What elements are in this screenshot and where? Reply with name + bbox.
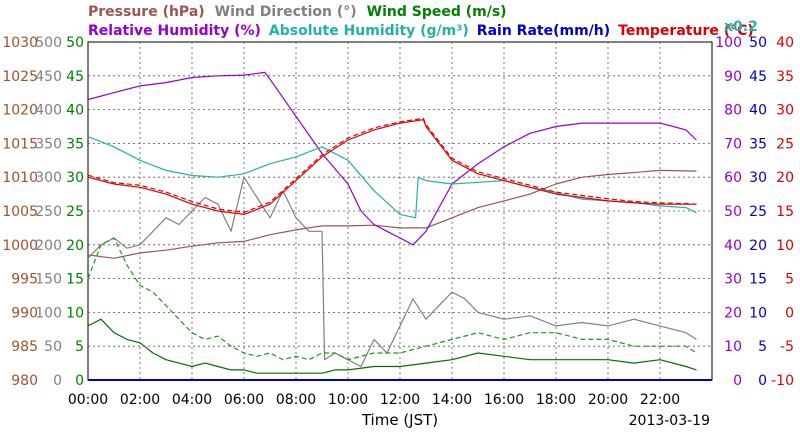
y-tick-label-wind-speed: 20 — [66, 238, 84, 254]
x-tick-label: 00:00 — [68, 392, 108, 408]
y-tick-label-wind-direction: 450 — [35, 69, 62, 85]
x-tick-label: 08:00 — [276, 392, 316, 408]
y-tick-label-wind-speed: 5 — [75, 339, 84, 355]
y-tick-label-temperature: 15 — [776, 204, 794, 220]
series-line-wind-speed-m-s-max — [87, 237, 697, 361]
y-tick-label-relative-humidity: 50 — [724, 204, 742, 220]
y-tick-label-relative-humidity: 10 — [724, 339, 742, 355]
legend-wind-speed: Wind Speed (m/s) — [367, 4, 507, 20]
y-tick-label-pressure: 1005 — [2, 204, 38, 220]
y-tick-label-relative-humidity: 0 — [733, 373, 742, 389]
x-tick-label: 12:00 — [380, 392, 420, 408]
y-tick-label-wind-speed: 15 — [66, 272, 84, 288]
y-tick-label-pressure: 1030 — [2, 35, 38, 51]
series-line-wind-direction — [87, 176, 697, 368]
y-tick-label-wind-direction: 0 — [53, 373, 62, 389]
x-axis-label: Time (JST) — [361, 411, 438, 429]
x-tick-label: 02:00 — [120, 392, 160, 408]
x-tick-label: 10:00 — [328, 392, 368, 408]
legend-pressure: Pressure (hPa) — [88, 4, 205, 20]
y-tick-label-wind-speed: 30 — [66, 170, 84, 186]
y-tick-label-pressure: 985 — [11, 339, 38, 355]
x-tick-label: 16:00 — [484, 392, 524, 408]
y-tick-label-wind-speed: 10 — [66, 305, 84, 321]
y-tick-label-pressure: 995 — [11, 272, 38, 288]
y-tick-label-rain-rate: 25 — [749, 204, 767, 220]
y-tick-label-wind-direction: 250 — [35, 204, 62, 220]
series-line-wind-speed-m-s-avg — [87, 318, 697, 374]
series-line-temperature-c-thin — [87, 119, 697, 215]
y-tick-label-relative-humidity: 80 — [724, 103, 742, 119]
y-tick-label-wind-direction: 350 — [35, 136, 62, 152]
y-tick-label-pressure: 990 — [11, 305, 38, 321]
y-tick-label-rain-rate: 50 — [749, 35, 767, 51]
y-tick-label-temperature: 5 — [785, 272, 794, 288]
y-tick-label-temperature: 10 — [776, 238, 794, 254]
y-tick-label-temperature: -5 — [780, 339, 794, 355]
legend-absolute-humidity: Absolute Humidity (g/m³) — [269, 23, 469, 39]
y-tick-label-pressure: 1020 — [2, 103, 38, 119]
y-tick-label-wind-speed: 40 — [66, 103, 84, 119]
y-tick-label-temperature: 0 — [785, 305, 794, 321]
legend-rain-rate: Rain Rate(mm/h) — [477, 23, 610, 39]
y-tick-label-relative-humidity: 20 — [724, 305, 742, 321]
y-tick-label-rain-rate: 35 — [749, 136, 767, 152]
y-tick-label-temperature: 20 — [776, 170, 794, 186]
y-tick-label-temperature: 40 — [776, 35, 794, 51]
y-tick-label-wind-speed: 25 — [66, 204, 84, 220]
y-tick-label-pressure: 1000 — [2, 238, 38, 254]
y-tick-label-wind-direction: 200 — [35, 238, 62, 254]
y-tick-label-temperature: -10 — [771, 373, 794, 389]
x-tick-label: 06:00 — [224, 392, 264, 408]
series-line-temperature-c-dashed — [87, 117, 697, 213]
y-tick-label-pressure: 1025 — [2, 69, 38, 85]
y-tick-label-rain-rate: 10 — [749, 305, 767, 321]
y-tick-label-wind-speed: 0 — [75, 373, 84, 389]
y-tick-label-relative-humidity: 30 — [724, 272, 742, 288]
y-tick-label-temperature: 25 — [776, 136, 794, 152]
y-tick-label-relative-humidity: 90 — [724, 69, 742, 85]
x-tick-label: 14:00 — [432, 392, 472, 408]
legend-abs-humidity-scale: x0.2 — [724, 19, 758, 35]
y-tick-label-rain-rate: 20 — [749, 238, 767, 254]
y-tick-label-temperature: 35 — [776, 69, 794, 85]
y-tick-label-wind-direction: 400 — [35, 103, 62, 119]
legend-relative-humidity: Relative Humidity (%) — [88, 23, 261, 39]
series-line-pressure-hpa — [87, 169, 697, 259]
x-tick-label: 20:00 — [588, 392, 628, 408]
y-tick-label-wind-direction: 50 — [44, 339, 62, 355]
y-tick-label-rain-rate: 45 — [749, 69, 767, 85]
y-tick-label-rain-rate: 40 — [749, 103, 767, 119]
y-tick-label-rain-rate: 5 — [758, 339, 767, 355]
y-tick-label-wind-speed: 50 — [66, 35, 84, 51]
y-tick-label-rain-rate: 30 — [749, 170, 767, 186]
legend-temperature: Temperature (°C) — [618, 23, 754, 39]
x-tick-label: 18:00 — [536, 392, 576, 408]
y-tick-label-relative-humidity: 100 — [715, 35, 742, 51]
y-tick-label-rain-rate: 0 — [758, 373, 767, 389]
y-tick-label-wind-direction: 300 — [35, 170, 62, 186]
y-tick-label-temperature: 30 — [776, 103, 794, 119]
x-tick-label: 04:00 — [172, 392, 212, 408]
y-tick-label-relative-humidity: 60 — [724, 170, 742, 186]
y-tick-label-relative-humidity: 70 — [724, 136, 742, 152]
y-tick-label-wind-direction: 500 — [35, 35, 62, 51]
y-tick-label-pressure: 1015 — [2, 136, 38, 152]
legend-wind-direction: Wind Direction (°) — [215, 4, 357, 20]
y-tick-label-rain-rate: 15 — [749, 272, 767, 288]
x-tick-label: 22:00 — [640, 392, 680, 408]
series-line-relative-humidity — [87, 71, 697, 246]
y-tick-label-pressure: 1010 — [2, 170, 38, 186]
y-tick-label-wind-direction: 150 — [35, 272, 62, 288]
y-tick-label-relative-humidity: 40 — [724, 238, 742, 254]
y-tick-label-pressure: 980 — [11, 373, 38, 389]
chart-date: 2013-03-19 — [629, 413, 710, 429]
y-tick-label-wind-speed: 35 — [66, 136, 84, 152]
y-tick-label-wind-direction: 100 — [35, 305, 62, 321]
y-tick-label-wind-speed: 45 — [66, 69, 84, 85]
